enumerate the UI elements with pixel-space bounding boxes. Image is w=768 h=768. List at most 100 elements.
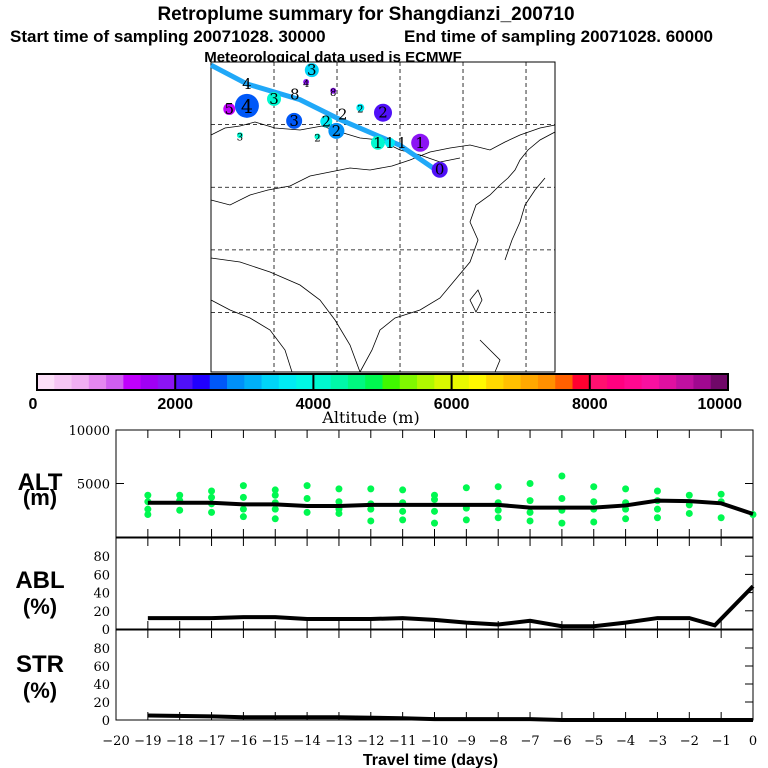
x-tick-label: −15	[262, 734, 289, 749]
cluster-day-label: 1	[385, 134, 395, 152]
alt-series-line	[147, 498, 754, 516]
x-tick-label: −18	[166, 734, 193, 749]
particle-point	[271, 486, 279, 494]
colorbar-tick-label: 2000	[157, 396, 193, 413]
cluster-marker	[304, 63, 319, 78]
colorbar-segment	[555, 374, 574, 390]
altitude-colorbar: 0 2000 4000 6000 8000 10000	[29, 373, 743, 413]
particle-point	[494, 483, 502, 491]
x-tick-label: −2	[680, 734, 699, 749]
particle-point	[558, 472, 566, 480]
cluster-day-label: 2	[338, 106, 348, 124]
coastline	[210, 124, 556, 206]
cluster-marker	[384, 137, 395, 148]
colorbar-segment	[399, 374, 418, 390]
x-tick-label: −7	[520, 734, 539, 749]
coastline	[504, 177, 546, 261]
str-series-line	[147, 713, 753, 722]
colorbar-segment	[572, 374, 591, 390]
colorbar-segment	[157, 374, 176, 390]
x-tick-label: −16	[230, 734, 257, 749]
particle-point	[399, 507, 407, 515]
x-tick-label: 0	[749, 734, 757, 749]
colorbar-segment	[520, 374, 539, 390]
particle-point	[399, 516, 407, 524]
cluster-day-label: 2	[378, 104, 388, 122]
cluster-day-label: 3	[237, 132, 243, 143]
cluster-day-label: 8	[330, 88, 336, 99]
particle-point	[590, 518, 598, 526]
particle-point	[558, 519, 566, 527]
particle-point	[208, 493, 216, 501]
particle-point	[144, 491, 152, 499]
str-ytick-label: 0	[102, 714, 110, 729]
colorbar-segment	[365, 374, 383, 390]
particle-point	[526, 480, 534, 487]
particle-point	[367, 517, 375, 525]
particle-point	[303, 508, 311, 516]
particle-point	[239, 513, 247, 521]
particle-point	[590, 498, 598, 506]
cluster-marker	[328, 122, 345, 139]
particle-point	[239, 505, 247, 513]
abl-yunit: (%)	[23, 594, 57, 619]
particle-point	[208, 487, 216, 495]
particle-point	[717, 490, 725, 498]
abl-ytick-label: 60	[93, 568, 110, 583]
particle-point	[526, 517, 534, 525]
colorbar-segment	[693, 374, 712, 390]
colorbar-segment	[607, 374, 625, 390]
coastline	[210, 299, 293, 373]
subtitle-end-time: End time of sampling 20071028. 60000	[404, 27, 713, 46]
colorbar-segment	[589, 374, 608, 390]
x-tick-label: −19	[134, 734, 161, 749]
particle-point	[303, 482, 311, 490]
particle-point	[399, 486, 407, 494]
particle-point	[239, 482, 247, 490]
x-tick-label: −6	[552, 734, 571, 749]
cluster-marker	[356, 103, 365, 112]
panel-frame-str	[115, 629, 754, 721]
particle-point	[653, 514, 661, 522]
cluster-day-label: 3	[289, 112, 299, 130]
colorbar-segment	[209, 374, 228, 390]
alt-yunit: (m)	[23, 485, 57, 510]
colorbar-segment	[175, 374, 193, 390]
colorbar-segment	[88, 374, 107, 390]
cluster-day-label: 3	[269, 90, 279, 108]
cluster-day-label: 5	[224, 100, 234, 118]
particle-point	[176, 491, 184, 499]
cluster-marker	[370, 135, 385, 150]
colorbar-segment	[278, 374, 297, 390]
colorbar-tick-label: 10000	[698, 396, 743, 413]
abl-ytick-label: 0	[102, 623, 110, 638]
cluster-marker	[411, 133, 430, 152]
particle-point	[685, 509, 693, 517]
x-tick-label: −20	[102, 734, 129, 749]
colorbar-segment	[296, 374, 314, 390]
colorbar-segment	[347, 374, 366, 390]
particle-point	[685, 491, 693, 499]
cluster-day-label: 1	[373, 134, 383, 152]
subtitle-start-time: Start time of sampling 20071028. 30000	[10, 27, 326, 46]
cluster-marker	[320, 115, 333, 128]
colorbar-segment	[486, 374, 504, 390]
cluster-day-label: 4	[242, 75, 252, 93]
particle-point	[335, 485, 343, 493]
cluster-marker	[234, 93, 259, 118]
colorbar-segment	[434, 374, 453, 390]
colorbar-frame	[36, 373, 729, 391]
particle-point	[271, 505, 279, 513]
colorbar-segment	[192, 374, 211, 390]
cluster-day-label: 2	[357, 105, 363, 116]
colorbar-tick-label: 4000	[296, 396, 332, 413]
colorbar-segment	[641, 374, 660, 390]
particle-point	[335, 498, 343, 506]
colorbar-segment	[227, 374, 245, 390]
cluster-day-label: 4	[241, 96, 253, 118]
time-series-panels: ALT(m)100005000ABL(%)806040200STR(%)8060…	[15, 424, 757, 768]
cluster-marker	[223, 102, 236, 115]
abl-ylabel: ABL	[15, 567, 64, 594]
colorbar-xlabel: Altitude (m)	[321, 408, 419, 427]
abl-ytick-label: 20	[93, 605, 110, 620]
